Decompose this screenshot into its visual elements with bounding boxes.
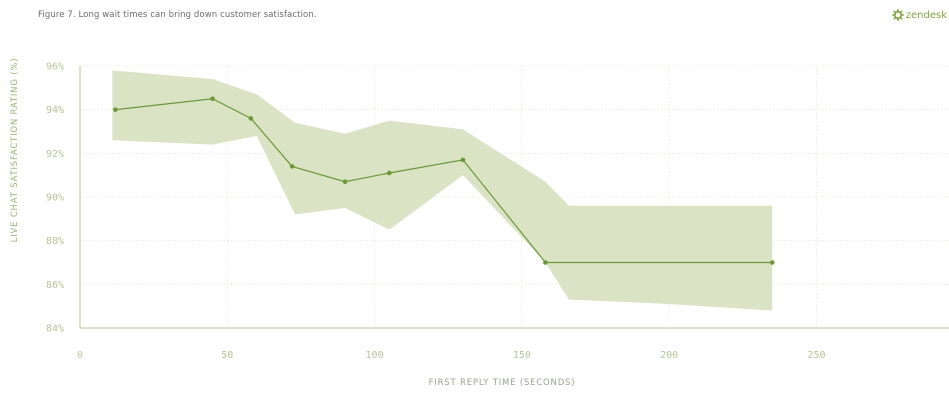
confidence-band bbox=[112, 70, 773, 311]
data-point bbox=[460, 157, 466, 163]
x-tick-labels: 0 50 100 150 200 250 bbox=[77, 350, 825, 361]
brand-logo: zendesk bbox=[891, 9, 947, 21]
axes bbox=[79, 66, 949, 329]
data-point bbox=[342, 179, 348, 185]
data-point bbox=[289, 164, 295, 169]
x-tick-label: 200 bbox=[660, 350, 678, 361]
data-point bbox=[210, 96, 215, 102]
data-points bbox=[113, 96, 775, 265]
y-tick-label: 84% bbox=[46, 324, 64, 335]
y-tick-label: 96% bbox=[46, 62, 64, 73]
data-point bbox=[248, 116, 254, 121]
y-tick-label: 90% bbox=[46, 193, 64, 204]
y-tick-label: 94% bbox=[46, 105, 64, 116]
x-tick-label: 0 bbox=[77, 350, 83, 361]
data-point bbox=[769, 260, 775, 265]
x-tick-label: 250 bbox=[807, 350, 825, 361]
data-point bbox=[387, 170, 392, 176]
y-tick-labels: 84% 86% 88% 90% 92% 94% 96% bbox=[46, 62, 64, 335]
y-tick-label: 92% bbox=[46, 149, 64, 160]
y-axis-label: LIVE CHAT SATISFACTION RATING (%) bbox=[10, 58, 20, 243]
brand-name: zendesk bbox=[905, 9, 947, 21]
x-tick-label: 50 bbox=[221, 350, 233, 361]
data-point bbox=[113, 107, 118, 112]
y-tick-label: 86% bbox=[46, 280, 64, 291]
y-tick-label: 88% bbox=[46, 236, 64, 247]
data-point bbox=[543, 260, 548, 265]
x-tick-label: 150 bbox=[513, 350, 531, 361]
figure-caption: Figure 7. Long wait times can bring down… bbox=[38, 10, 317, 20]
x-axis-label: FIRST REPLY TIME (SECONDS) bbox=[429, 378, 576, 388]
gear-icon bbox=[891, 9, 904, 21]
x-tick-label: 100 bbox=[366, 350, 384, 361]
